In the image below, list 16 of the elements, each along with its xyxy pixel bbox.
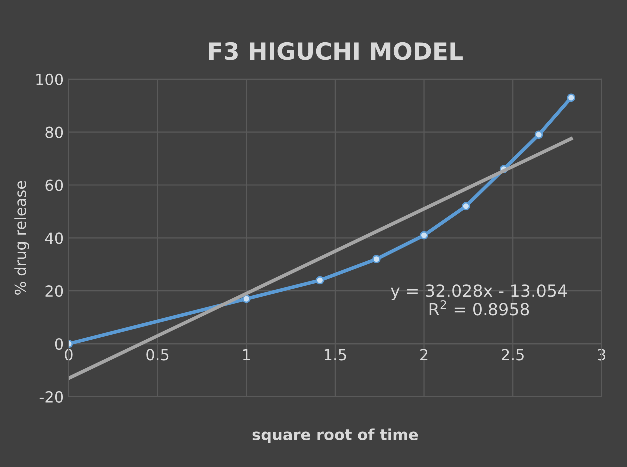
x-tick-label: 1 [243, 349, 250, 360]
y-axis-title: % drug release [14, 181, 30, 295]
y-tick-label: 60 [46, 180, 64, 192]
y-tick-label: 0 [55, 338, 64, 350]
chart-title: F3 HIGUCHI MODEL [209, 42, 463, 60]
x-tick-label: 2 [420, 349, 428, 360]
annotation: y = 32.028x - 13.054 R$^{2}$ = 0.8958 [391, 284, 568, 316]
y-tick-label: 40 [45, 232, 64, 244]
y-tick-label: 20 [46, 286, 64, 298]
x-tick-label: 2.5 [502, 349, 524, 361]
y-tick-label: 80 [46, 126, 64, 138]
y-tick-label: -20 [40, 391, 64, 403]
x-tick-label: 0.5 [146, 349, 169, 361]
y-tick-label: 100 [36, 74, 64, 86]
x-tick-label: 1.5 [324, 349, 346, 361]
x-axis-title: square root of time [252, 428, 418, 444]
